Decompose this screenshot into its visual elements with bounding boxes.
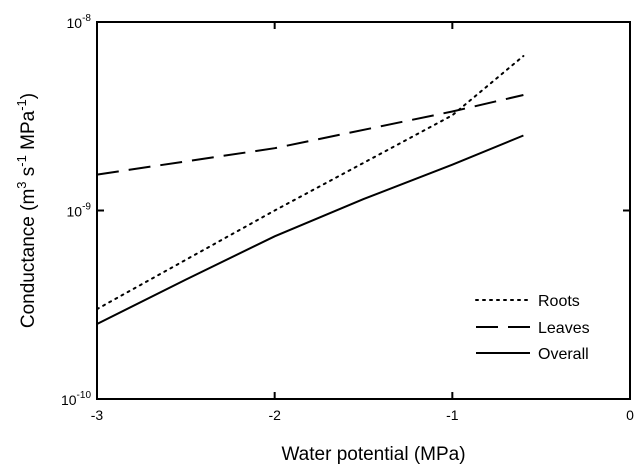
series-line-leaves — [96, 94, 524, 176]
y-axis-title-part: Conductance (m — [18, 189, 39, 328]
y-axis-title-part: -1 — [14, 99, 29, 111]
ticks: -3 -2 -1 0 10-8 10-9 10-10 — [61, 13, 634, 423]
y-axis-title: Conductance (m3 s-1 MPa-1) — [14, 93, 39, 328]
plot-frame — [96, 21, 631, 400]
series-line-roots — [96, 55, 525, 311]
x-tick-label: 0 — [626, 407, 634, 423]
y-axis-title-part: -1 — [14, 155, 29, 167]
y-tick-label: 10-9 — [67, 202, 92, 220]
legend-label-leaves: Leaves — [538, 320, 590, 337]
x-tick-label: -2 — [268, 407, 281, 423]
x-tick-label: -1 — [446, 407, 459, 423]
series-lines — [96, 55, 525, 325]
y-axis-title-part: s — [18, 167, 39, 182]
legend: Roots Leaves Overall — [475, 293, 590, 363]
y-axis-title-part: MPa — [18, 110, 39, 155]
x-axis-title: Water potential (MPa) — [281, 444, 465, 465]
series-line-overall — [96, 134, 524, 325]
y-axis-title-part: ) — [18, 93, 39, 99]
legend-label-roots: Roots — [538, 293, 580, 310]
legend-label-overall: Overall — [538, 346, 589, 363]
axes — [96, 21, 631, 400]
y-tick-label: 10-10 — [61, 390, 91, 408]
y-axis-title-part: 3 — [14, 181, 29, 188]
x-tick-label: -3 — [91, 407, 104, 423]
y-tick-label: 10-8 — [67, 13, 92, 31]
